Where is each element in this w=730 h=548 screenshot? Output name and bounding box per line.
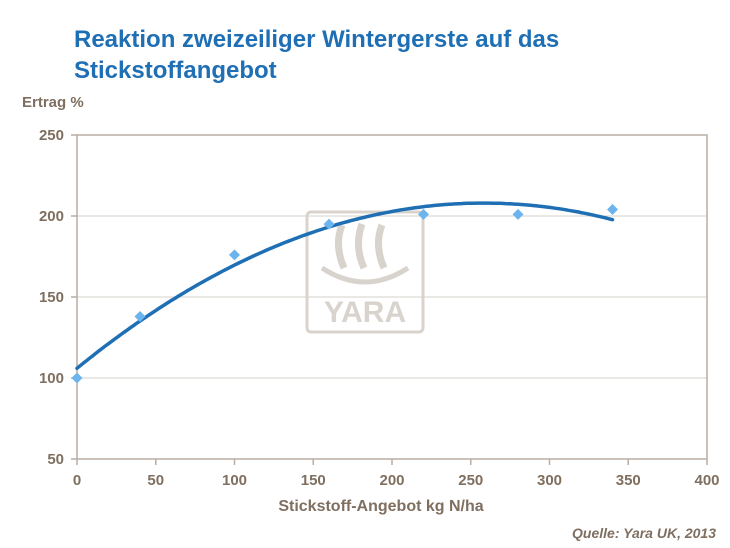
chart-title-line-2: Stickstoffangebot (74, 57, 277, 84)
data-point-3 (323, 218, 335, 230)
data-points (71, 204, 618, 384)
y-tick-label-200: 200 (39, 208, 64, 225)
data-point-2 (229, 249, 240, 261)
watermark-hull (320, 265, 410, 285)
y-axis-label: Ertrag % (22, 94, 84, 111)
x-axis-label: Stickstoff-Angebot kg N/ha (278, 498, 484, 515)
data-point-6 (607, 204, 618, 216)
y-tick-label-150: 150 (39, 289, 64, 306)
data-point-5 (512, 208, 524, 220)
x-tick-label-0: 0 (73, 472, 81, 489)
watermark-frame (305, 210, 425, 334)
x-tick-label-150: 150 (301, 472, 326, 489)
watermark-sail-3 (375, 223, 388, 270)
watermark-sail-2 (355, 222, 368, 270)
x-tick-label-300: 300 (537, 472, 562, 489)
x-tick-label-400: 400 (694, 472, 719, 489)
x-tick-label-250: 250 (458, 472, 483, 489)
watermark-text: YARA (324, 296, 406, 329)
x-axis-ticks: 0 50 100 150 200 250 300 350 400 (73, 459, 720, 489)
y-tick-label-50: 50 (47, 451, 64, 468)
y-tick-label-100: 100 (39, 370, 64, 387)
trend-curve (75, 201, 615, 371)
x-tick-label-200: 200 (379, 472, 404, 489)
data-point-0 (71, 372, 83, 384)
data-point-1 (134, 310, 146, 322)
yara-logo-watermark: YARA (305, 210, 425, 334)
watermark-sail-1 (335, 223, 348, 270)
chart-title: Reaktion zweizeiliger Wintergerste auf d… (74, 24, 674, 86)
chart-title-line-1: Reaktion zweizeiliger Wintergerste auf d… (74, 26, 560, 53)
x-tick-label-50: 50 (147, 472, 164, 489)
y-axis-ticks: 50 100 150 200 250 (39, 127, 77, 468)
source-note: Quelle: Yara UK, 2013 (572, 525, 716, 541)
data-point-4 (418, 208, 429, 220)
y-tick-label-250: 250 (39, 127, 64, 144)
x-tick-label-350: 350 (616, 472, 641, 489)
x-tick-label-100: 100 (222, 472, 247, 489)
gridlines (77, 215, 707, 379)
